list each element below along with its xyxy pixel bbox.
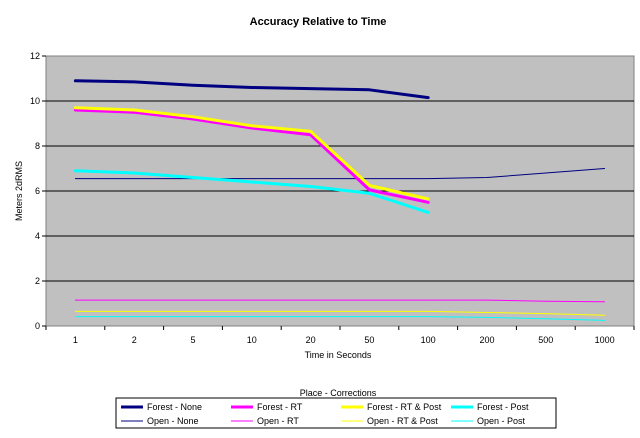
y-tick-label: 6 (35, 186, 40, 196)
legend (115, 397, 557, 429)
series-line-forest-rt (73, 108, 430, 204)
series-line-open-post (74, 316, 606, 321)
x-tick-label: 1000 (595, 335, 615, 345)
gridlines (46, 100, 634, 282)
x-tick-label: 2 (132, 335, 137, 345)
series-line-forest-none (73, 79, 430, 100)
legend-title: Place - Corrections (300, 388, 377, 398)
legend-label: Open - RT (257, 416, 299, 426)
x-tick-label: 20 (306, 335, 316, 345)
legend-label: Forest - RT & Post (367, 402, 442, 412)
x-tick-label: 500 (538, 335, 553, 345)
legend-label: Forest - RT (257, 402, 303, 412)
x-axis-label: Time in Seconds (305, 350, 372, 360)
legend-label: Open - RT & Post (367, 416, 438, 426)
legend-label: Forest - Post (477, 402, 529, 412)
chart-title: Accuracy Relative to Time (250, 16, 387, 28)
y-tick-label: 0 (35, 321, 40, 331)
series-line-forest-rt-post (73, 106, 430, 201)
y-tick-label: 4 (35, 231, 40, 241)
y-tick-label: 12 (30, 51, 40, 61)
x-tick-label: 100 (421, 335, 436, 345)
y-axis-ticks: 0 2 4 6 8 10 12 (30, 51, 46, 331)
series-line-open-rt-post (74, 310, 606, 316)
x-tick-label: 50 (364, 335, 374, 345)
x-tick-label: 200 (479, 335, 494, 345)
y-tick-label: 8 (35, 141, 40, 151)
y-axis-label: Meters 2dRMS (14, 161, 24, 221)
legend-label: Forest - None (147, 402, 202, 412)
x-axis-ticks: 1 2 5 10 20 50 100 200 500 1000 (45, 326, 635, 345)
series-lines (73, 79, 606, 321)
series-line-open-none (74, 168, 606, 180)
y-tick-label: 2 (35, 276, 40, 286)
x-tick-label: 1 (73, 335, 78, 345)
y-tick-label: 10 (30, 96, 40, 106)
series-line-forest-post (73, 169, 430, 214)
legend-entries: Forest - None Forest - RT Forest - RT & Po… (121, 402, 529, 426)
series-line-open-rt (74, 299, 606, 303)
x-tick-label: 10 (247, 335, 257, 345)
legend-label: Open - None (147, 416, 199, 426)
legend-label: Open - Post (477, 416, 526, 426)
x-tick-label: 5 (190, 335, 195, 345)
